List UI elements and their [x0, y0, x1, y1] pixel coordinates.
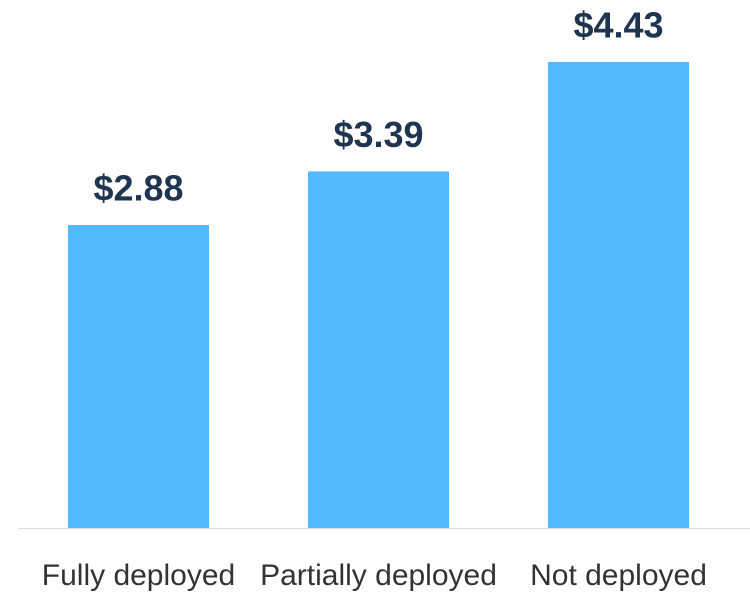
bar: [548, 62, 689, 528]
x-tick-label: Not deployed: [530, 559, 707, 592]
value-label: $3.39: [333, 114, 423, 155]
bar: [308, 171, 449, 529]
value-label: $2.88: [93, 168, 183, 209]
value-label: $4.43: [573, 5, 663, 46]
bar: [68, 225, 209, 528]
x-tick-label: Partially deployed: [260, 559, 497, 592]
x-tick-label: Fully deployed: [42, 559, 235, 592]
